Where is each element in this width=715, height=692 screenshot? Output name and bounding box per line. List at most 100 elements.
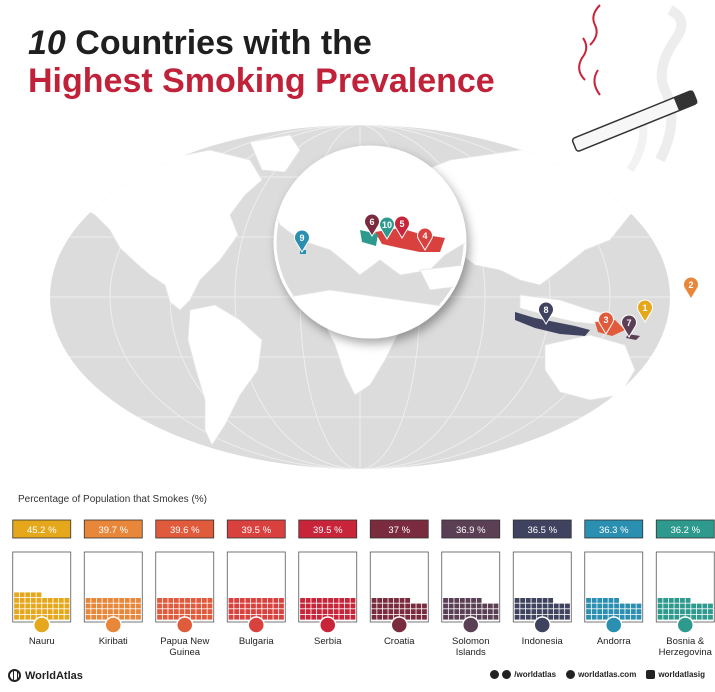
bar-cell <box>322 609 328 614</box>
bar-cell <box>136 598 141 603</box>
bar-cell <box>85 598 91 603</box>
bar-cell <box>663 614 669 620</box>
bar-cell <box>91 598 97 603</box>
bar-cell <box>454 609 460 614</box>
bar-cell <box>565 609 570 614</box>
map-pin-rank: 7 <box>626 318 631 328</box>
bar-cell <box>382 598 388 603</box>
country-label: Kiribati <box>99 636 128 647</box>
bar-cell <box>525 609 531 614</box>
social-link-website[interactable]: worldatlas.com <box>566 670 636 679</box>
bar-cell <box>64 609 70 614</box>
bar-cell <box>559 614 565 620</box>
bar-cell <box>591 609 597 614</box>
bar-cell <box>47 598 53 603</box>
bar-cell <box>311 598 317 603</box>
country-flag-icon <box>176 616 194 634</box>
bar-cell <box>273 603 279 609</box>
bar-cell <box>136 614 141 620</box>
bar-cell <box>162 598 168 603</box>
country-flag-icon <box>33 616 51 634</box>
map-pin-rank: 4 <box>422 231 427 241</box>
bar-cell <box>371 598 377 603</box>
bar-cell <box>565 614 570 620</box>
country-label: Serbia <box>314 636 342 647</box>
bar-cell <box>279 614 284 620</box>
map-pin-4[interactable]: 4 <box>417 227 433 251</box>
bar-cell <box>525 614 531 620</box>
value-label-box <box>155 519 215 539</box>
brand[interactable]: WorldAtlas <box>8 669 83 682</box>
bar-cell <box>333 603 339 609</box>
bar-cell <box>305 603 311 609</box>
bar-cell <box>228 609 234 614</box>
bar-cell <box>476 603 482 609</box>
country-label: Indonesia <box>522 636 564 647</box>
country-label: Nauru <box>29 636 55 647</box>
bar-cell <box>553 614 559 620</box>
bar-cell <box>251 603 256 609</box>
bar-cell <box>245 603 251 609</box>
bar-cell <box>691 603 697 609</box>
bar-cell <box>591 603 597 609</box>
bar-andorra: 36.3 % Andorra <box>584 519 644 647</box>
bar-cell <box>267 598 273 603</box>
bar-cell <box>19 609 25 614</box>
bar-cell <box>680 598 685 603</box>
map-pin-7[interactable]: 7 <box>621 314 637 338</box>
bar-cell <box>608 609 614 614</box>
bar-cell <box>207 614 213 620</box>
map-pin-rank: 6 <box>369 217 374 227</box>
map-pin-rank: 9 <box>299 233 304 243</box>
map-pin-9[interactable]: 9 <box>294 229 310 253</box>
bar-cell <box>30 614 36 620</box>
bar-cell <box>42 603 47 609</box>
bar-cell <box>487 603 493 609</box>
bar-cell <box>36 609 42 614</box>
bar-cell <box>130 614 136 620</box>
bar-cell <box>96 614 102 620</box>
bar-cell <box>333 614 339 620</box>
country-label: Andorra <box>597 636 632 647</box>
bar-cell <box>514 603 520 609</box>
country-label: Bosnia & <box>666 636 705 647</box>
bar-cell <box>162 603 168 609</box>
bar-cell <box>405 603 411 609</box>
bar-cell <box>382 614 388 620</box>
map-pin-8[interactable]: 8 <box>538 301 554 325</box>
bar-cell <box>663 609 669 614</box>
value-label: 39.7 % <box>98 525 128 536</box>
map-pin-2[interactable]: 2 <box>683 276 699 300</box>
bar-cell <box>371 603 377 609</box>
map-pin-1[interactable]: 1 <box>637 299 653 323</box>
land-south-america <box>187 304 263 446</box>
website-icon <box>566 670 576 679</box>
bar-indonesia: 36.5 % Indonesia <box>512 519 572 647</box>
bar-cell <box>173 598 179 603</box>
bar-cell <box>542 603 548 609</box>
bar-cell <box>124 609 130 614</box>
map-pin-3[interactable]: 3 <box>598 311 614 335</box>
social-link-instagram[interactable]: worldatlasig <box>646 670 705 679</box>
bar-cell <box>708 614 713 620</box>
bar-cell <box>586 603 591 609</box>
value-label-box <box>655 519 715 539</box>
map-pin-10[interactable]: 10 <box>379 216 395 240</box>
social-link-facebook[interactable]: /worldatlas <box>490 670 556 679</box>
bar-cell <box>47 609 53 614</box>
bar-cell <box>630 609 636 614</box>
bar-cell <box>102 603 108 609</box>
bar-cell <box>454 598 460 603</box>
map-pins: 1 2 3 4 5 6 7 8 9 10 <box>294 213 699 338</box>
bar-cell <box>113 609 119 614</box>
bar-cell <box>333 609 339 614</box>
bar-cell <box>53 603 59 609</box>
bar-croatia: 37 % Croatia <box>369 519 429 647</box>
value-label: 37 % <box>388 525 410 536</box>
bar-cell <box>168 609 174 614</box>
bar-cell <box>228 598 234 603</box>
land-north-america <box>69 149 263 311</box>
bar-cell <box>625 603 631 609</box>
map-pin-icon <box>621 314 637 338</box>
bar-cell <box>124 598 130 603</box>
